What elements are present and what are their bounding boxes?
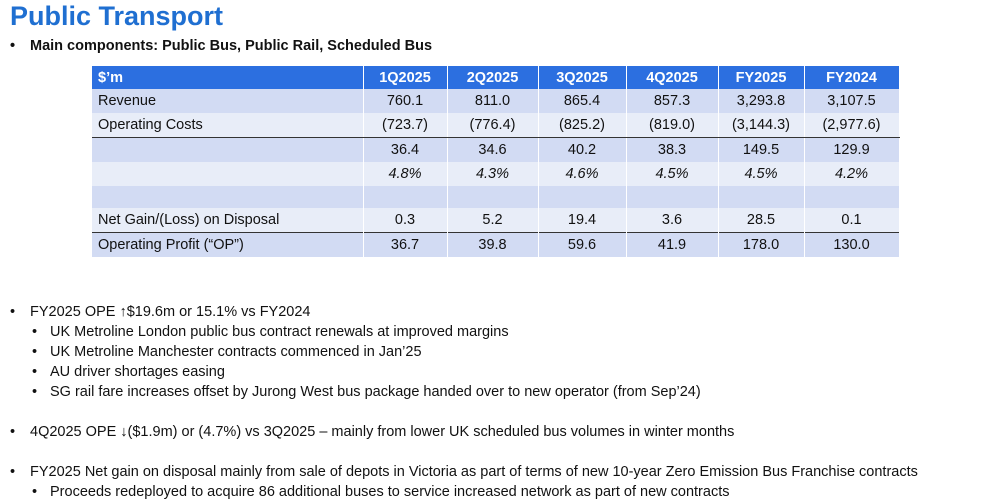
table-cell [626, 186, 719, 208]
table-cell [447, 186, 539, 208]
row-label [92, 186, 364, 208]
header-4q2025: 4Q2025 [626, 66, 719, 89]
table-cell: 38.3 [626, 137, 719, 162]
table-cell: 178.0 [718, 232, 805, 257]
table-cell: 865.4 [538, 89, 627, 113]
table-cell: 36.7 [363, 232, 448, 257]
fy-ope-sub-bullet: • AU driver shortages easing [32, 364, 225, 380]
row-label: Operating Costs [92, 113, 364, 138]
bullet-dot: • [10, 304, 16, 320]
bullet-dot: • [32, 364, 38, 380]
header-3q2025: 3Q2025 [538, 66, 627, 89]
table-row-operating-profit: Operating Profit (“OP”) 36.7 39.8 59.6 4… [92, 232, 900, 257]
table-cell: 857.3 [626, 89, 719, 113]
table-cell: 4.3% [447, 162, 539, 186]
table-cell: 4.5% [626, 162, 719, 186]
table-cell: 4.6% [538, 162, 627, 186]
table-cell: (819.0) [626, 113, 719, 138]
table-cell [804, 186, 900, 208]
header-1q2025: 1Q2025 [363, 66, 448, 89]
bullet-dot: • [32, 344, 38, 360]
table-cell: 4.2% [804, 162, 900, 186]
table-cell: 59.6 [538, 232, 627, 257]
row-label: Operating Profit (“OP”) [92, 232, 364, 257]
fy-ope-sub-text: AU driver shortages easing [50, 364, 225, 380]
table-cell: 811.0 [447, 89, 539, 113]
table-row-operating-costs: Operating Costs (723.7) (776.4) (825.2) … [92, 113, 900, 138]
table-cell [363, 186, 448, 208]
table-header-row: $’m 1Q2025 2Q2025 3Q2025 4Q2025 FY2025 F… [92, 66, 900, 89]
table-cell: 0.1 [804, 208, 900, 233]
page-title: Public Transport [10, 1, 224, 31]
bullet-dot: • [32, 484, 38, 500]
net-gain-text: FY2025 Net gain on disposal mainly from … [30, 464, 918, 480]
fy-ope-sub-bullet: • UK Metroline London public bus contract… [32, 324, 509, 340]
table-row-net-gain: Net Gain/(Loss) on Disposal 0.3 5.2 19.4… [92, 208, 900, 233]
table-row-margin: 4.8% 4.3% 4.6% 4.5% 4.5% 4.2% [92, 162, 900, 186]
table-cell: 3,107.5 [804, 89, 900, 113]
fy-ope-sub-text: SG rail fare increases offset by Jurong … [50, 384, 701, 400]
table-cell: 130.0 [804, 232, 900, 257]
table-cell: (776.4) [447, 113, 539, 138]
table-row-empty [92, 186, 900, 208]
table-cell: 36.4 [363, 137, 448, 162]
financial-table: $’m 1Q2025 2Q2025 3Q2025 4Q2025 FY2025 F… [92, 66, 900, 257]
header-fy2024: FY2024 [804, 66, 900, 89]
table-cell: 3,293.8 [718, 89, 805, 113]
row-label: Net Gain/(Loss) on Disposal [92, 208, 364, 233]
table-cell: 28.5 [718, 208, 805, 233]
table-cell: (825.2) [538, 113, 627, 138]
table-cell: 39.8 [447, 232, 539, 257]
table-row-revenue: Revenue 760.1 811.0 865.4 857.3 3,293.8 … [92, 89, 900, 113]
fy-ope-sub-text: UK Metroline London public bus contract … [50, 324, 509, 340]
main-components-text: Main components: Public Bus, Public Rail… [30, 38, 433, 54]
header-unit: $’m [92, 66, 364, 89]
net-gain-sub-bullet: • Proceeds redeployed to acquire 86 addit… [32, 484, 729, 500]
fy-ope-sub-bullet: • UK Metroline Manchester contracts comme… [32, 344, 422, 360]
table-cell: 19.4 [538, 208, 627, 233]
table-cell [718, 186, 805, 208]
q4-ope-bullet: • 4Q2025 OPE ↓($1.9m) or (4.7%) vs 3Q2025… [10, 424, 734, 440]
table-cell: 4.8% [363, 162, 448, 186]
table-cell [538, 186, 627, 208]
net-gain-sub-text: Proceeds redeployed to acquire 86 additi… [50, 484, 730, 500]
bullet-dot: • [10, 38, 16, 54]
q4-ope-text: 4Q2025 OPE ↓($1.9m) or (4.7%) vs 3Q2025 … [30, 424, 735, 440]
bullet-dot: • [10, 424, 16, 440]
table-cell: 3.6 [626, 208, 719, 233]
table-cell: 5.2 [447, 208, 539, 233]
bullet-dot: • [32, 384, 38, 400]
row-label [92, 162, 364, 186]
bullet-dot: • [10, 464, 16, 480]
header-2q2025: 2Q2025 [447, 66, 539, 89]
row-label [92, 137, 364, 162]
fy-ope-sub-bullet: • SG rail fare increases offset by Jurong… [32, 384, 701, 400]
table-cell: 4.5% [718, 162, 805, 186]
table-cell: (723.7) [363, 113, 448, 138]
table-cell: 40.2 [538, 137, 627, 162]
fy-ope-sub-text: UK Metroline Manchester contracts commen… [50, 344, 422, 360]
fy-ope-bullet: • FY2025 OPE ↑$19.6m or 15.1% vs FY2024 [10, 304, 310, 320]
fy-ope-text: FY2025 OPE ↑$19.6m or 15.1% vs FY2024 [30, 304, 311, 320]
table-cell: 0.3 [363, 208, 448, 233]
table-cell: 34.6 [447, 137, 539, 162]
main-components-bullet: • Main components: Public Bus, Public Rai… [10, 38, 432, 54]
table-cell: 41.9 [626, 232, 719, 257]
table-cell: 760.1 [363, 89, 448, 113]
net-gain-bullet: • FY2025 Net gain on disposal mainly from… [10, 464, 918, 480]
header-fy2025: FY2025 [718, 66, 805, 89]
table-cell: 129.9 [804, 137, 900, 162]
table-cell: 149.5 [718, 137, 805, 162]
table-cell: (2,977.6) [804, 113, 900, 138]
bullet-dot: • [32, 324, 38, 340]
table-cell: (3,144.3) [718, 113, 805, 138]
table-row-ope: 36.4 34.6 40.2 38.3 149.5 129.9 [92, 137, 900, 162]
row-label: Revenue [92, 89, 364, 113]
